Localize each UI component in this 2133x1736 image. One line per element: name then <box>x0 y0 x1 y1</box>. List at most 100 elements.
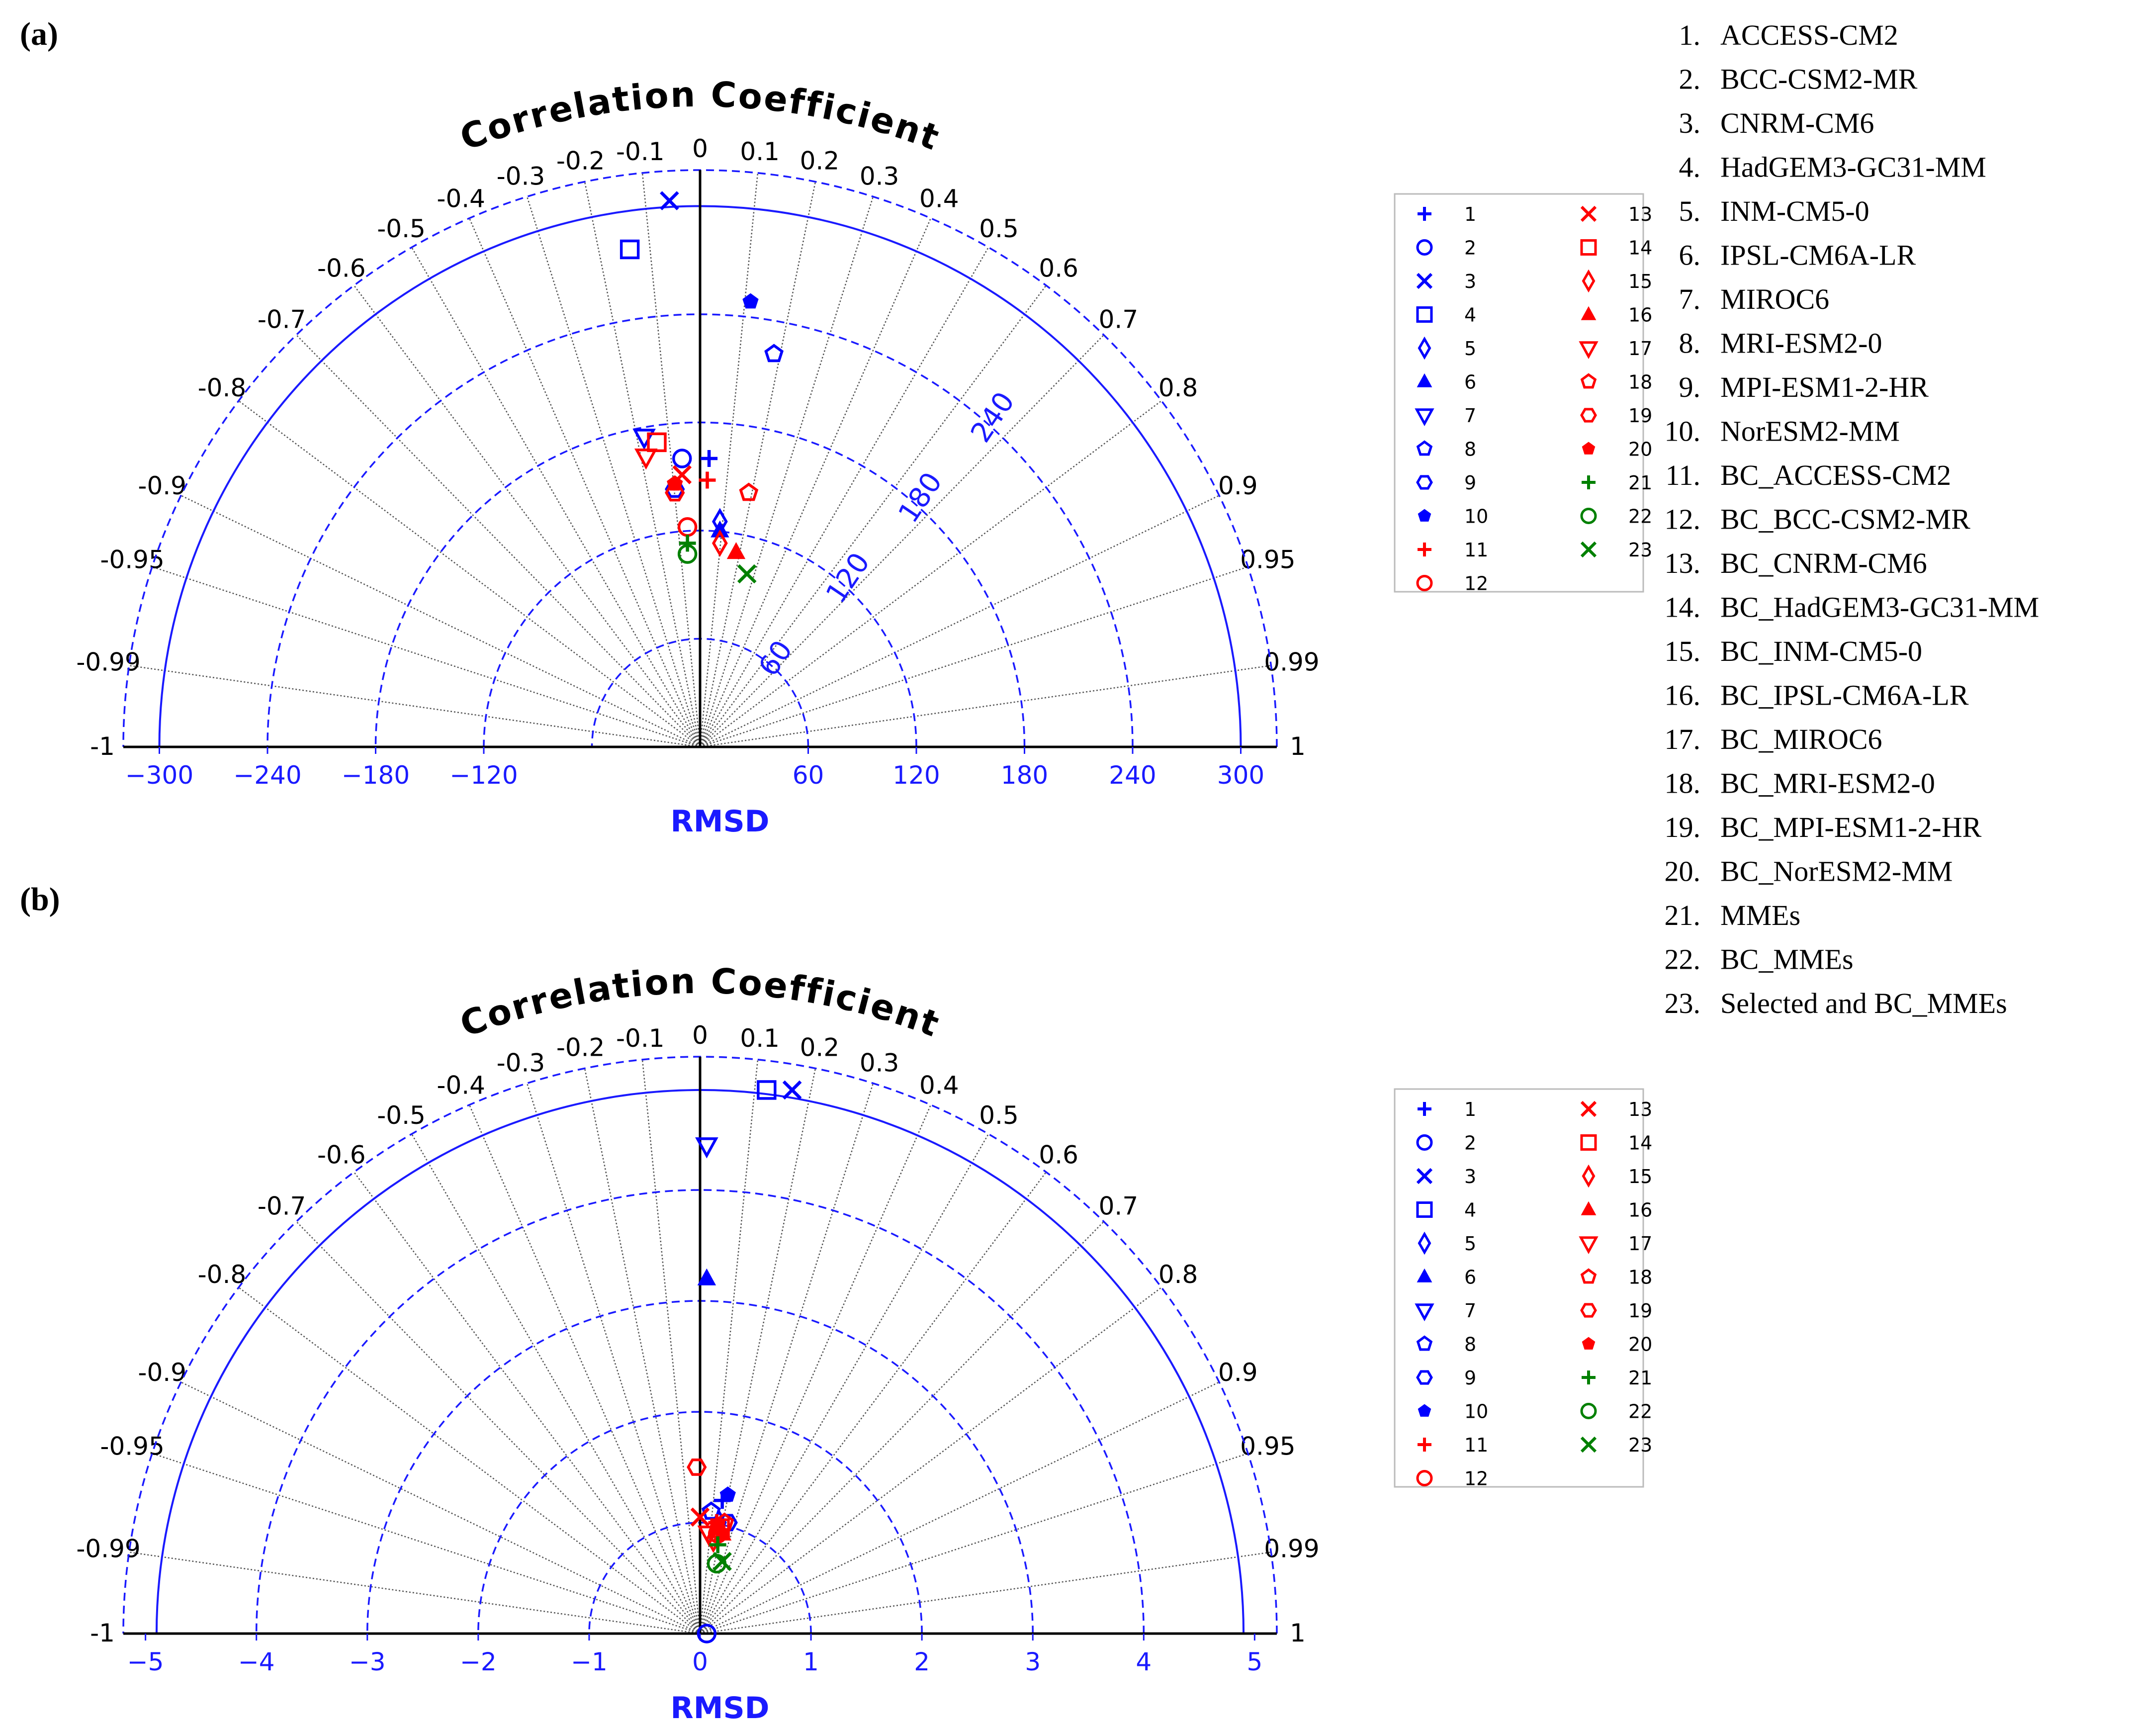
legend-marker-22 <box>1580 508 1597 524</box>
cc-gridline <box>699 1059 759 1634</box>
model-name: BC_MPI-ESM1-2-HR <box>1720 811 1982 843</box>
cc-gridline <box>411 1133 701 1634</box>
cc-gridline <box>238 400 701 747</box>
model-name: BC_INM-CM5-0 <box>1720 635 1922 667</box>
model-number: 6. <box>1679 239 1701 272</box>
legend-marker-1 <box>1418 1102 1431 1116</box>
model-name: BC_MMEs <box>1720 943 1854 976</box>
cc-gridline <box>354 285 701 747</box>
data-point-2 <box>697 1624 717 1644</box>
model-name: MRI-ESM2-0 <box>1720 327 1882 360</box>
data-point-22 <box>677 544 698 564</box>
cc-gridline <box>238 1287 701 1634</box>
cc-tick-label: 0.99 <box>1264 647 1319 676</box>
model-name: MIROC6 <box>1720 283 1829 315</box>
cc-tick-label: 0.8 <box>1158 373 1198 402</box>
panel-label: (b) <box>20 881 60 917</box>
legend-label: 5 <box>1464 338 1476 360</box>
data-point-14 <box>647 432 667 453</box>
cc-tick-label: -0.4 <box>437 1071 485 1099</box>
cc-gridline <box>700 1221 1104 1634</box>
cc-tick-label: 0.7 <box>1099 305 1139 334</box>
model-number: 15. <box>1665 635 1701 667</box>
legend-label: 20 <box>1628 439 1652 460</box>
x-tick-label: 180 <box>1001 761 1048 790</box>
legend-label: 10 <box>1464 506 1488 528</box>
model-number: 9. <box>1679 371 1701 403</box>
cc-tick-label: -0.9 <box>138 1358 186 1387</box>
rmsd-axis-title: RMSD <box>671 804 770 839</box>
cc-tick-label: 0.2 <box>800 1033 840 1062</box>
legend-marker-6 <box>1417 373 1432 387</box>
cc-gridline <box>584 1068 701 1634</box>
legend-marker-18 <box>1580 1268 1597 1284</box>
legend-marker-23 <box>1580 541 1597 558</box>
cc-tick-label: -0.8 <box>198 373 247 402</box>
cc-gridline <box>700 665 1271 748</box>
model-number: 10. <box>1665 415 1701 448</box>
data-point-2 <box>672 449 692 468</box>
cc-gridline <box>700 566 1248 748</box>
legend-marker-18 <box>1580 373 1597 389</box>
rmsd-arc-label: 60 <box>752 635 799 682</box>
legend-label: 17 <box>1628 1233 1652 1255</box>
legend-marker-11 <box>1418 1438 1431 1452</box>
cc-gridline <box>700 1381 1220 1635</box>
legend-marker-16 <box>1581 306 1597 320</box>
cc-gridline <box>699 1083 874 1634</box>
legend-marker-21 <box>1582 1371 1596 1384</box>
x-tick-label: 4 <box>1136 1647 1152 1676</box>
legend-marker-3 <box>1416 1168 1433 1185</box>
legend-label: 15 <box>1628 271 1652 292</box>
model-name: CNRM-CM6 <box>1720 107 1874 139</box>
cc-gridline <box>296 334 701 747</box>
legend-marker-4 <box>1416 306 1433 323</box>
model-number: 21. <box>1665 899 1701 931</box>
legend-label: 14 <box>1628 237 1652 259</box>
model-name: MPI-ESM1-2-HR <box>1720 371 1929 403</box>
rmsd-axis-title: RMSD <box>671 1691 770 1726</box>
legend-frame <box>1394 193 1644 593</box>
legend-marker-14 <box>1580 1134 1597 1151</box>
x-tick-label: 240 <box>1109 761 1156 790</box>
legend-label: 4 <box>1464 1199 1476 1221</box>
cc-gridline <box>411 247 701 747</box>
cc-gridline <box>700 495 1220 748</box>
legend-marker-14 <box>1580 239 1597 256</box>
model-name: BC_NorESM2-MM <box>1720 855 1953 888</box>
cc-tick-label: -0.7 <box>258 1192 306 1221</box>
model-number: 8. <box>1679 327 1701 360</box>
legend-marker-2 <box>1416 239 1433 256</box>
cc-gridline <box>699 1133 989 1634</box>
cc-gridline <box>641 1059 701 1634</box>
rmsd-arc-label: 240 <box>965 386 1021 449</box>
legend-label: 16 <box>1628 304 1652 326</box>
model-name: BCC-CSM2-MR <box>1720 63 1918 95</box>
legend-label: 9 <box>1464 1367 1476 1389</box>
cc-tick-label: 0.5 <box>979 214 1019 243</box>
model-number: 2. <box>1679 63 1701 95</box>
cc-tick-label: 0.2 <box>800 146 840 175</box>
legend-label: 7 <box>1464 405 1476 427</box>
x-tick-label: −180 <box>342 761 410 790</box>
cc-tick-label: -0.8 <box>198 1260 247 1289</box>
legend-marker-12 <box>1416 1470 1433 1486</box>
cc-tick-label: 0.1 <box>740 1024 780 1053</box>
cc-tick-label: -0.5 <box>377 214 426 243</box>
legend-label: 18 <box>1628 1267 1652 1288</box>
legend-marker-5 <box>1418 1231 1431 1255</box>
model-name: NorESM2-MM <box>1720 415 1900 448</box>
legend-label: 4 <box>1464 304 1476 326</box>
x-tick-label: 2 <box>914 1647 930 1676</box>
cc-tick-label: 1 <box>1290 732 1306 761</box>
legend-label: 5 <box>1464 1233 1476 1255</box>
data-point-11 <box>699 471 716 489</box>
taylor-diagram-a: (a)-1-0.99-0.95-0.9-0.8-0.7-0.6-0.5-0.4-… <box>20 16 1320 839</box>
cc-gridline <box>468 1104 701 1634</box>
data-point-8 <box>764 344 784 363</box>
model-number: 4. <box>1679 151 1701 183</box>
data-point-21 <box>709 1536 726 1553</box>
legend-label: 18 <box>1628 371 1652 393</box>
data-point-4 <box>757 1080 777 1100</box>
